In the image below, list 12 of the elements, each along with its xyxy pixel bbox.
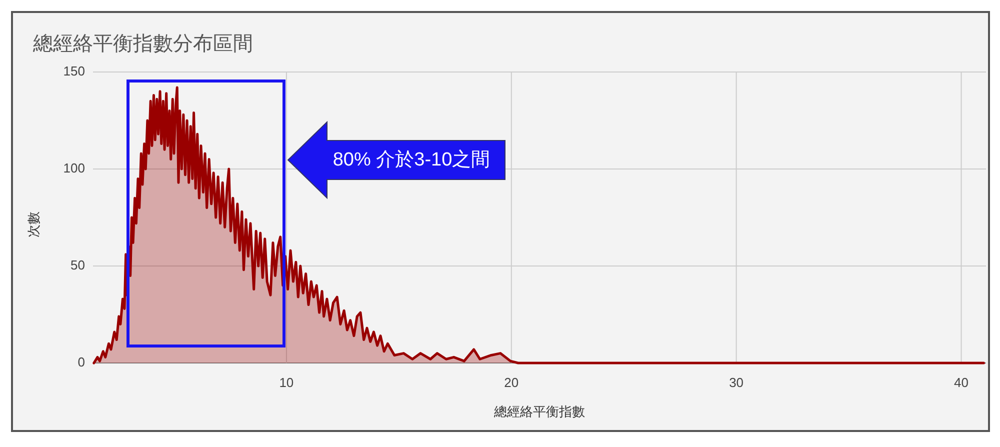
- x-tick-label: 10: [279, 375, 294, 390]
- x-tick-label: 30: [729, 375, 744, 390]
- y-axis-title: 次數: [26, 212, 41, 238]
- y-tick-label: 50: [70, 257, 85, 272]
- x-tick-label: 40: [954, 375, 968, 390]
- y-tick-label: 150: [63, 63, 85, 78]
- chart-title: 總經絡平衡指數分布區間: [32, 33, 253, 55]
- y-tick-label: 100: [63, 160, 85, 176]
- x-axis-title: 總經絡平衡指數: [493, 404, 585, 419]
- annotation: 80% 介於3-10之間: [332, 148, 490, 170]
- x-tick-label: 20: [504, 375, 519, 390]
- y-tick-label: 0: [78, 354, 85, 370]
